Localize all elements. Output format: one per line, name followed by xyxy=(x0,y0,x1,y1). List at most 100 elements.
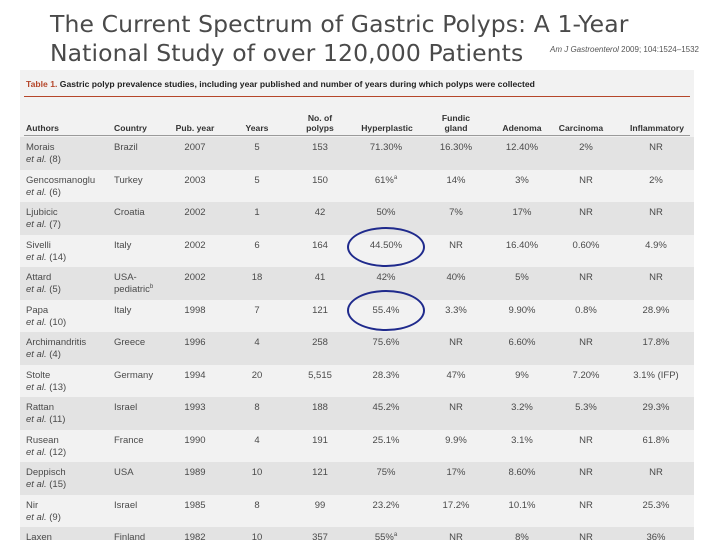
cell-years: 10 xyxy=(251,532,263,540)
cell-inflammatory: 61.8% xyxy=(642,434,670,446)
cell-author: Rattan et al. (11) xyxy=(26,402,66,425)
cell-country: France xyxy=(114,434,144,446)
cell-no-polyps: 188 xyxy=(312,402,328,413)
cell-inflammatory: 25.3% xyxy=(642,499,670,511)
cell-author: Ljubicic et al. (7) xyxy=(26,207,61,230)
cell-no-polyps: 258 xyxy=(312,337,328,348)
cell-inflammatory: 28.9% xyxy=(642,304,670,316)
highlight-circle-papa xyxy=(347,290,425,331)
table-row: Nir et al. (9) Israel 1985 8 99 23.2% 17.2% 10.1… xyxy=(20,495,694,528)
cell-hyperplastic: 45.2% xyxy=(372,402,400,413)
cell-inflammatory: 3.1% (IFP) xyxy=(633,369,679,381)
cell-country: Italy xyxy=(114,239,132,251)
cell-author: Nir et al. (9) xyxy=(26,499,61,523)
cell-years: 10 xyxy=(251,467,263,478)
caption-rule xyxy=(24,96,690,97)
table-row: Archimandritis et al. (4) Greece 1996 4 258 75… xyxy=(20,332,694,365)
slide-title: The Current Spectrum of Gastric Polyps: … xyxy=(50,10,720,68)
cell-carcinoma: 5.3% xyxy=(575,402,597,413)
cell-fundic-gland: 9.9% xyxy=(445,434,467,446)
cell-adenoma: 16.40% xyxy=(505,239,539,251)
cell-fundic-gland: NR xyxy=(449,402,463,413)
table-row: Gencosmanoglu et al. (6) Turkey 2003 5 150 61%… xyxy=(20,170,694,203)
cell-carcinoma: NR xyxy=(579,207,593,218)
cell-pub-year: 1996 xyxy=(184,337,206,348)
cell-hyperplastic: 75.6% xyxy=(372,337,400,348)
cell-adenoma: 10.1% xyxy=(508,499,536,511)
cell-country: Israel xyxy=(114,402,138,413)
cell-adenoma: 5% xyxy=(515,272,529,283)
table-row: Ljubicic et al. (7) Croatia 2002 1 42 50% 7% 17%… xyxy=(20,202,694,235)
cell-fundic-gland: 40% xyxy=(446,272,466,283)
cell-fundic-gland: 47% xyxy=(446,369,466,381)
title-line-2: National Study of over 120,000 Patients xyxy=(50,39,524,67)
cell-hyperplastic: 42% xyxy=(376,272,396,283)
cell-inflammatory: 36% xyxy=(646,532,666,540)
cell-country: Finland xyxy=(114,532,146,540)
cell-fundic-gland: NR xyxy=(449,532,463,540)
cell-country: Brazil xyxy=(114,142,138,153)
cell-carcinoma: 0.60% xyxy=(572,239,600,251)
cell-carcinoma: NR xyxy=(579,467,593,478)
cell-hyperplastic: 55%a xyxy=(374,531,398,540)
cell-hyperplastic: 25.1% xyxy=(372,434,400,446)
table-panel: Table 1. Gastric polyp prevalence studie… xyxy=(20,70,694,540)
caption-label: Table 1. xyxy=(26,79,58,89)
cell-inflammatory: 29.3% xyxy=(642,402,670,413)
cell-hyperplastic: 23.2% xyxy=(372,499,400,511)
cell-carcinoma: 2% xyxy=(579,142,593,153)
cell-no-polyps: 5,515 xyxy=(308,369,332,381)
cell-country: Italy xyxy=(114,304,132,316)
cell-adenoma: 9% xyxy=(515,369,529,381)
cell-inflammatory: NR xyxy=(649,207,663,218)
cell-pub-year: 1998 xyxy=(184,304,206,316)
header-authors: Authors xyxy=(26,123,59,133)
table-row: Rattan et al. (11) Israel 1993 8 188 45.2% NR 3.… xyxy=(20,397,694,430)
table-row: Morais et al. (8) Brazil 2007 5 153 71.30% 16.3… xyxy=(20,137,694,170)
cell-country: USA xyxy=(114,467,134,478)
cell-hyperplastic: 71.30% xyxy=(369,142,403,153)
cell-hyperplastic: 50% xyxy=(376,207,396,218)
cell-no-polyps: 150 xyxy=(312,174,328,186)
cell-author: Morais et al. (8) xyxy=(26,142,61,165)
cell-author: Stolte et al. (13) xyxy=(26,369,67,393)
cell-author: Attard et al. (5) xyxy=(26,272,61,295)
cell-carcinoma: 7.20% xyxy=(572,369,600,381)
cell-country: Greece xyxy=(114,337,146,348)
cell-pub-year: 2002 xyxy=(184,272,206,283)
cell-fundic-gland: 17.2% xyxy=(442,499,470,511)
cell-years: 5 xyxy=(254,174,260,186)
cell-fundic-gland: 14% xyxy=(446,174,466,186)
cell-author: Deppisch et al. (15) xyxy=(26,467,67,490)
cell-fundic-gland: 17% xyxy=(446,467,466,478)
cell-no-polyps: 153 xyxy=(312,142,328,153)
table-caption: Table 1. Gastric polyp prevalence studie… xyxy=(26,79,535,89)
highlight-circle-sivelli xyxy=(347,227,425,267)
header-fundic-gland: Fundic gland xyxy=(441,113,471,133)
cell-inflammatory: NR xyxy=(649,467,663,478)
cell-years: 6 xyxy=(254,239,260,251)
cell-pub-year: 1990 xyxy=(184,434,206,446)
cell-country: USA-pediatricb xyxy=(114,272,154,295)
cell-inflammatory: 4.9% xyxy=(645,239,667,251)
header-no-polyps: No. of polyps xyxy=(306,113,334,133)
cell-carcinoma: NR xyxy=(579,337,593,348)
cell-carcinoma: NR xyxy=(579,532,593,540)
header-adenoma: Adenoma xyxy=(502,123,542,133)
cell-adenoma: 3.1% xyxy=(511,434,533,446)
cell-no-polyps: 42 xyxy=(314,207,326,218)
citation-journal: Am J Gastroenterol xyxy=(550,45,619,54)
cell-hyperplastic: 61%a xyxy=(374,174,398,186)
cell-no-polyps: 191 xyxy=(312,434,328,446)
cell-years: 8 xyxy=(254,402,260,413)
cell-carcinoma: 0.8% xyxy=(575,304,597,316)
cell-years: 4 xyxy=(254,434,260,446)
cell-inflammatory: NR xyxy=(649,272,663,283)
table-row: Attard et al. (5) USA-pediatricb 2002 18 41 42… xyxy=(20,267,694,300)
cell-years: 20 xyxy=(251,369,263,381)
header-pub-year: Pub. year xyxy=(175,123,215,133)
cell-no-polyps: 164 xyxy=(312,239,328,251)
cell-carcinoma: NR xyxy=(579,272,593,283)
cell-adenoma: 17% xyxy=(512,207,532,218)
cell-no-polyps: 121 xyxy=(312,467,328,478)
